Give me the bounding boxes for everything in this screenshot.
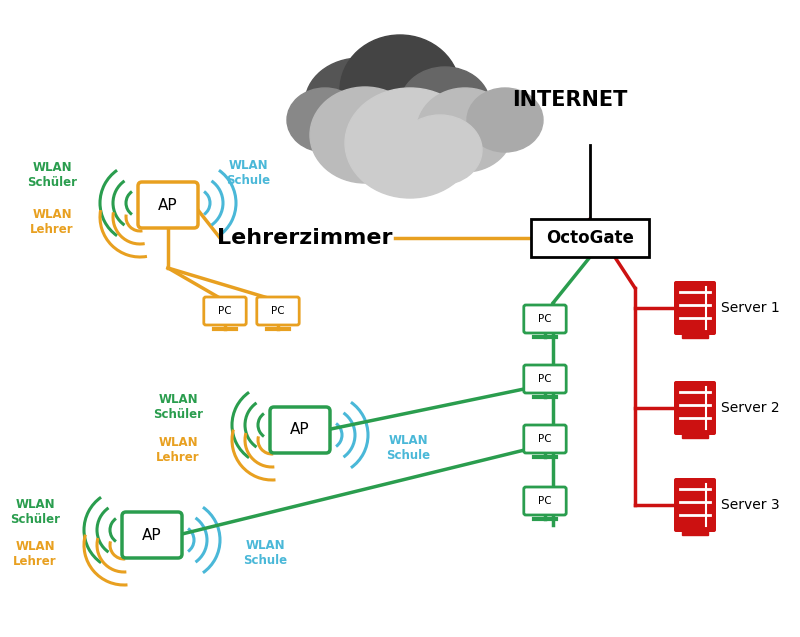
Text: AP: AP	[142, 527, 162, 543]
Text: Server 1: Server 1	[721, 301, 780, 315]
FancyBboxPatch shape	[674, 381, 716, 435]
FancyBboxPatch shape	[270, 407, 330, 453]
Text: WLAN
Schule: WLAN Schule	[386, 434, 430, 462]
Text: PC: PC	[538, 374, 552, 384]
Text: PC: PC	[271, 306, 285, 316]
FancyBboxPatch shape	[674, 478, 716, 532]
Ellipse shape	[305, 58, 415, 148]
FancyBboxPatch shape	[524, 487, 566, 515]
Text: WLAN
Schüler: WLAN Schüler	[27, 161, 77, 189]
Ellipse shape	[310, 87, 420, 183]
Text: Lehrerzimmer: Lehrerzimmer	[218, 228, 393, 248]
FancyBboxPatch shape	[674, 281, 716, 335]
Text: WLAN
Schule: WLAN Schule	[243, 539, 287, 567]
Text: PC: PC	[538, 434, 552, 444]
Ellipse shape	[400, 67, 490, 143]
Bar	[682, 530, 708, 535]
Text: AP: AP	[158, 197, 178, 213]
Bar	[682, 433, 708, 438]
Bar	[682, 333, 708, 338]
Text: Server 2: Server 2	[721, 401, 780, 415]
Text: WLAN
Schüler: WLAN Schüler	[153, 393, 203, 421]
FancyBboxPatch shape	[524, 305, 566, 333]
Ellipse shape	[417, 88, 513, 172]
Text: AP: AP	[290, 422, 310, 438]
Ellipse shape	[340, 35, 460, 145]
Text: WLAN
Lehrer: WLAN Lehrer	[156, 436, 200, 464]
Text: PC: PC	[218, 306, 232, 316]
Ellipse shape	[287, 88, 363, 152]
Text: INTERNET: INTERNET	[512, 90, 628, 110]
Text: WLAN
Lehrer: WLAN Lehrer	[30, 208, 74, 236]
Text: WLAN
Lehrer: WLAN Lehrer	[13, 540, 57, 568]
FancyBboxPatch shape	[257, 297, 299, 325]
Text: OctoGate: OctoGate	[546, 229, 634, 247]
FancyBboxPatch shape	[531, 219, 649, 257]
Ellipse shape	[467, 88, 543, 152]
FancyBboxPatch shape	[524, 365, 566, 393]
Text: PC: PC	[538, 496, 552, 506]
FancyBboxPatch shape	[122, 512, 182, 558]
FancyBboxPatch shape	[138, 182, 198, 228]
Text: PC: PC	[538, 314, 552, 324]
FancyBboxPatch shape	[524, 425, 566, 453]
Text: Server 3: Server 3	[721, 498, 780, 512]
Ellipse shape	[345, 88, 475, 198]
FancyBboxPatch shape	[204, 297, 246, 325]
Text: WLAN
Schüler: WLAN Schüler	[10, 498, 60, 526]
Ellipse shape	[398, 115, 482, 185]
Text: WLAN
Schule: WLAN Schule	[226, 159, 270, 187]
